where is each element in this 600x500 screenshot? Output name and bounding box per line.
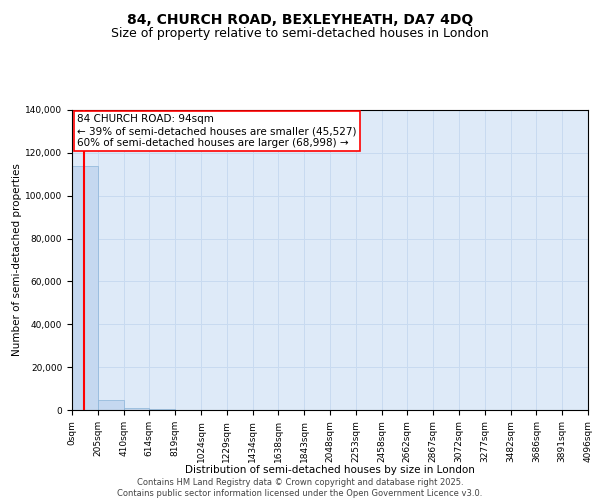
Y-axis label: Number of semi-detached properties: Number of semi-detached properties [12,164,22,356]
Text: Contains HM Land Registry data © Crown copyright and database right 2025.
Contai: Contains HM Land Registry data © Crown c… [118,478,482,498]
X-axis label: Distribution of semi-detached houses by size in London: Distribution of semi-detached houses by … [185,464,475,474]
Text: 84 CHURCH ROAD: 94sqm
← 39% of semi-detached houses are smaller (45,527)
60% of : 84 CHURCH ROAD: 94sqm ← 39% of semi-deta… [77,114,356,148]
Bar [124,408,149,410]
Bar [72,166,98,410]
Text: Size of property relative to semi-detached houses in London: Size of property relative to semi-detach… [111,28,489,40]
Text: 84, CHURCH ROAD, BEXLEYHEATH, DA7 4DQ: 84, CHURCH ROAD, BEXLEYHEATH, DA7 4DQ [127,12,473,26]
Bar [98,400,124,410]
